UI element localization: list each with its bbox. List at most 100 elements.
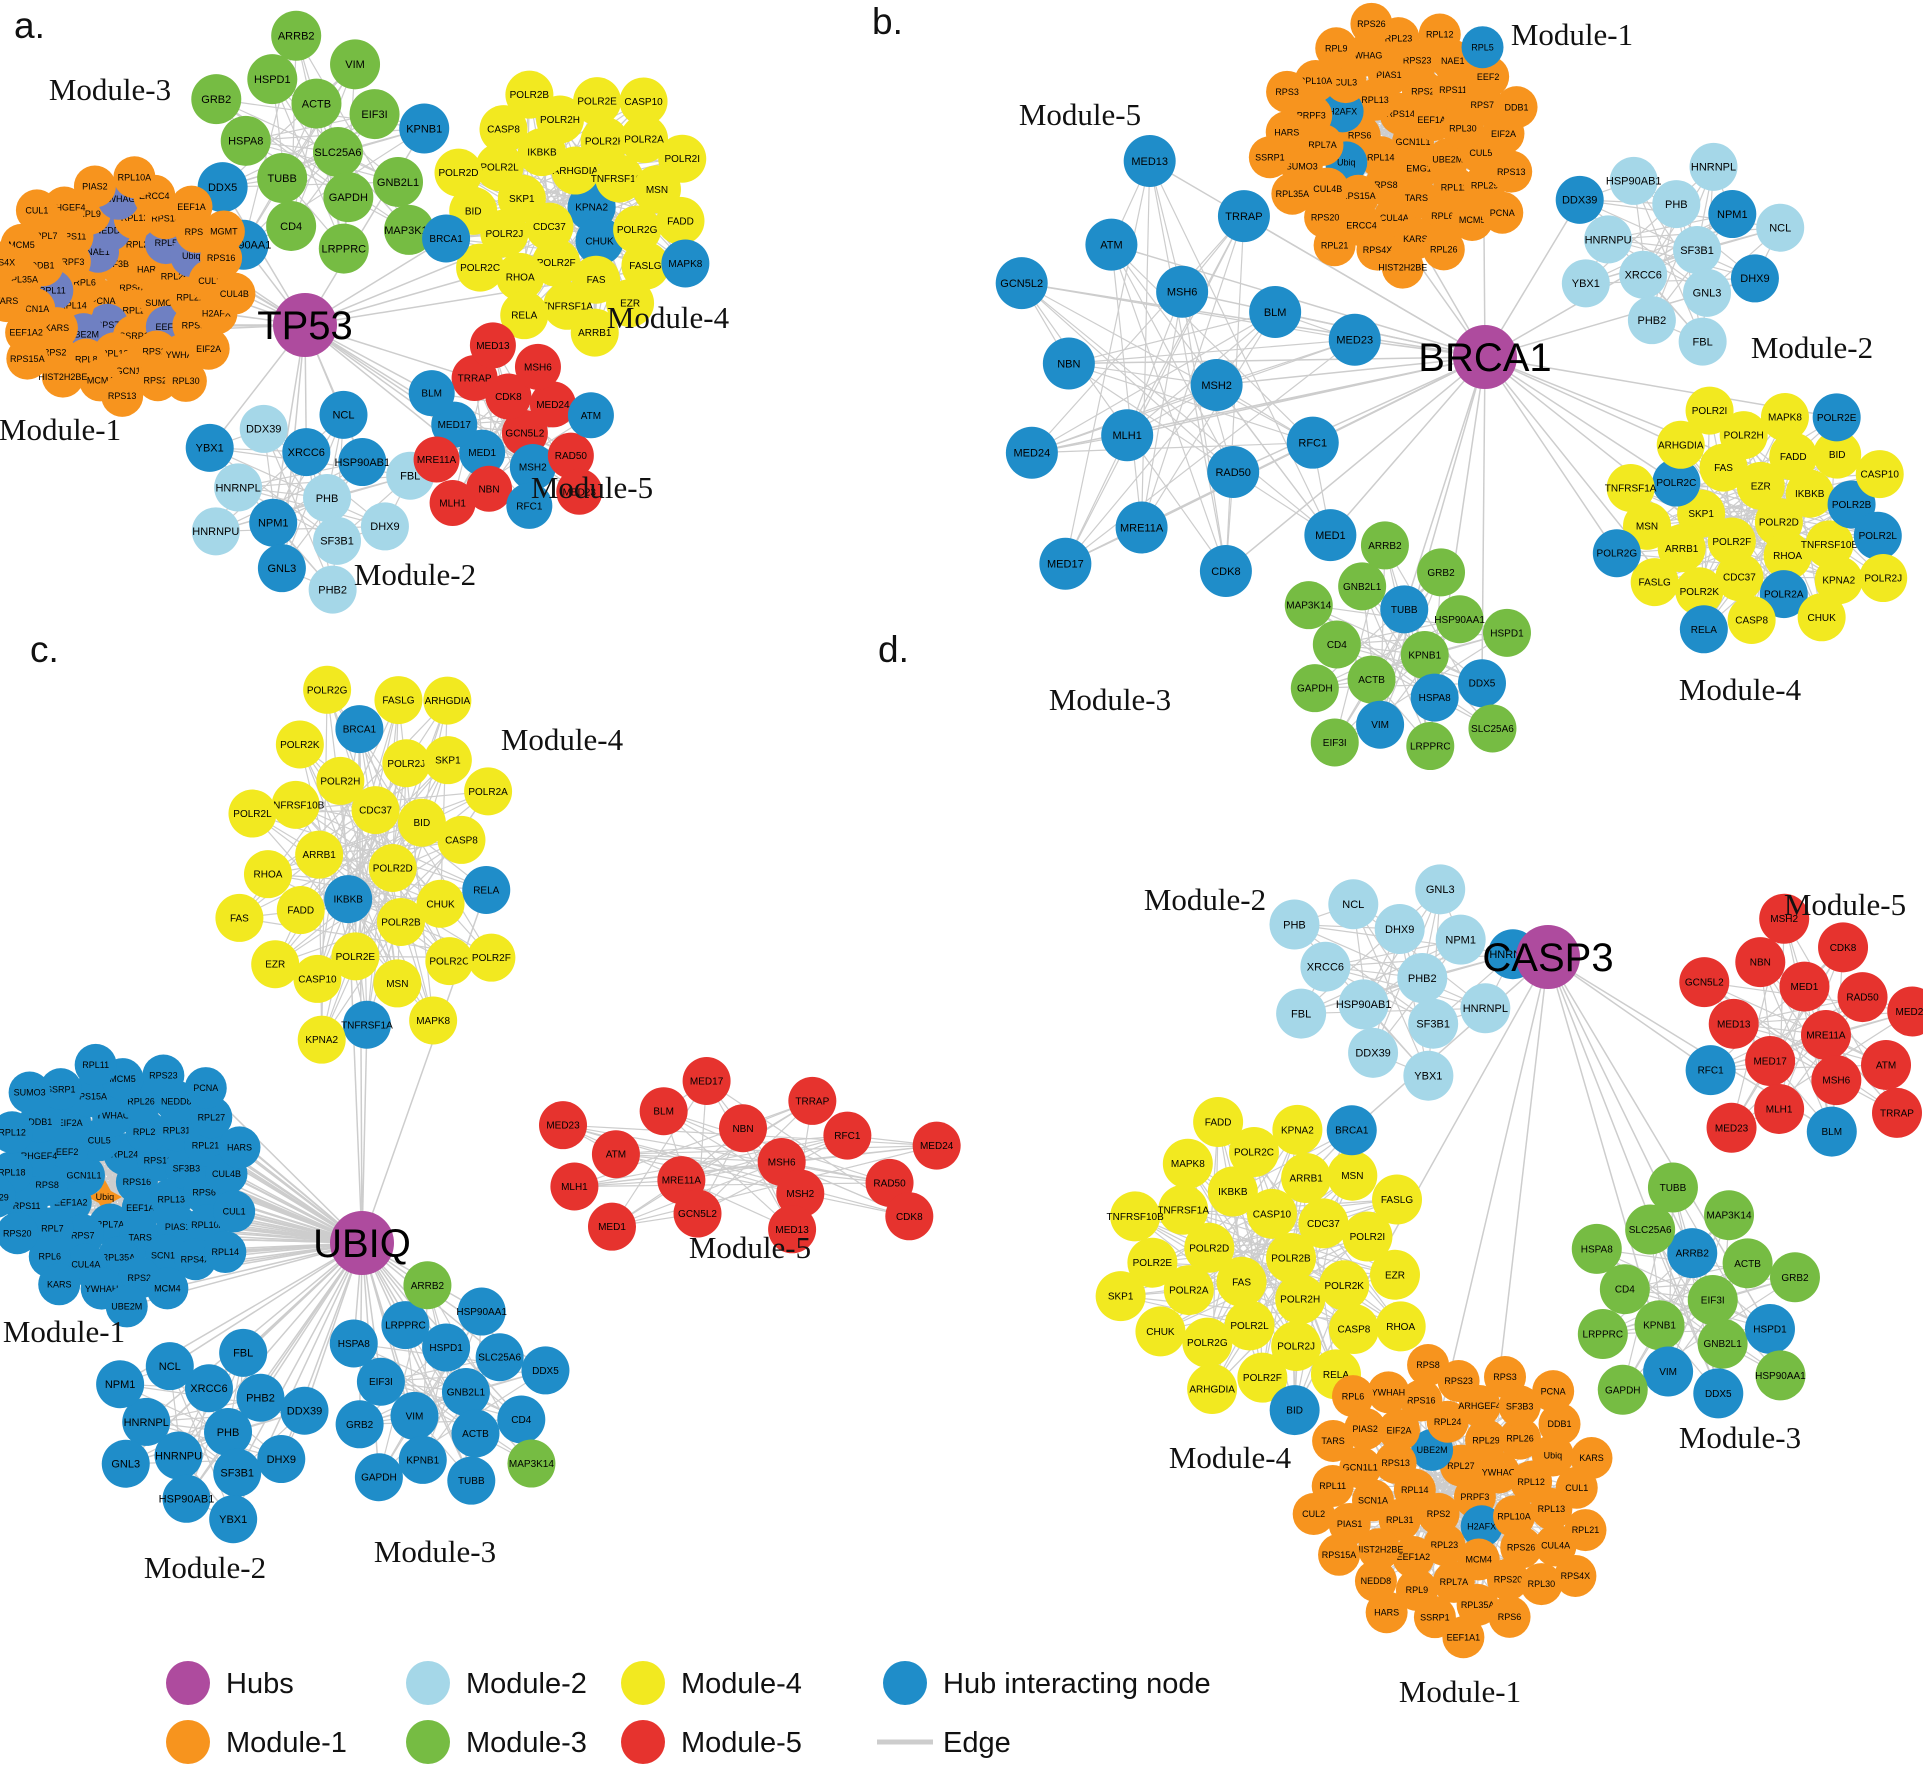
node-CD4[interactable]: CD4 [497, 1395, 546, 1444]
node-DHX9[interactable]: DHX9 [1374, 904, 1425, 955]
node-POLR2H[interactable]: POLR2H [1275, 1274, 1326, 1325]
node-MED17[interactable]: MED17 [1039, 537, 1092, 590]
node-SLC25A6[interactable]: SLC25A6 [312, 127, 363, 177]
node-BID[interactable]: BID [1269, 1385, 1320, 1436]
node-MED17[interactable]: MED17 [1745, 1036, 1796, 1087]
node-RPS13[interactable]: RPS13 [1490, 150, 1533, 193]
node-POLR2A[interactable]: POLR2A [464, 767, 513, 816]
node-DDB1[interactable]: DDB1 [1495, 86, 1538, 129]
node-EIF3I[interactable]: EIF3I [1310, 718, 1359, 767]
node-TARS[interactable]: TARS [0, 280, 28, 323]
node-RPL26[interactable]: RPL26 [1498, 1417, 1541, 1460]
node-TARS[interactable]: TARS [1312, 1419, 1355, 1462]
node-GRB2[interactable]: GRB2 [335, 1400, 384, 1449]
node-KPNA2[interactable]: KPNA2 [1814, 556, 1863, 605]
node-ARRB2[interactable]: ARRB2 [403, 1261, 452, 1310]
node-RPS23[interactable]: RPS23 [142, 1054, 185, 1097]
node-NBN[interactable]: NBN [1735, 937, 1786, 988]
node-POLR2G[interactable]: POLR2G [1592, 529, 1641, 578]
node-LRPPRC[interactable]: LRPPRC [381, 1301, 430, 1350]
node-MSH6[interactable]: MSH6 [514, 343, 561, 390]
node-EIF3I[interactable]: EIF3I [1687, 1275, 1738, 1325]
node-MED13[interactable]: MED13 [1708, 998, 1759, 1049]
node-RPS3[interactable]: RPS3 [1266, 70, 1309, 113]
node-RHOA[interactable]: RHOA [1763, 531, 1812, 580]
node-SF3B1[interactable]: SF3B1 [213, 1448, 262, 1497]
node-MAP3K14[interactable]: MAP3K14 [1704, 1190, 1755, 1241]
node-KPNB1[interactable]: KPNB1 [1400, 631, 1449, 679]
node-RPS26[interactable]: RPS26 [1500, 1526, 1543, 1569]
node-EZR[interactable]: EZR [1369, 1249, 1420, 1300]
node-MSH2[interactable]: MSH2 [1759, 893, 1810, 944]
node-GAPDH[interactable]: GAPDH [1290, 664, 1339, 713]
node-H2AFX[interactable]: H2AFX [1460, 1505, 1503, 1548]
node-HNRNPU[interactable]: HNRNPU [191, 507, 240, 556]
node-DDX5[interactable]: DDX5 [1457, 659, 1506, 708]
node-RPS16[interactable]: RPS16 [1400, 1379, 1443, 1422]
node-EZR[interactable]: EZR [1736, 461, 1785, 510]
node-POLR2H[interactable]: POLR2H [1719, 411, 1768, 460]
node-IKBKB[interactable]: IKBKB [1785, 469, 1834, 518]
node-POLR2C[interactable]: POLR2C [425, 937, 474, 986]
node-BID[interactable]: BID [397, 798, 446, 847]
node-RFC1[interactable]: RFC1 [823, 1111, 872, 1160]
node-TRRAP[interactable]: TRRAP [1872, 1087, 1923, 1138]
node-NCL[interactable]: NCL [145, 1342, 194, 1391]
node-MAPK8[interactable]: MAPK8 [1760, 393, 1809, 442]
node-POLR2L[interactable]: POLR2L [1224, 1300, 1275, 1351]
node-NPM1[interactable]: NPM1 [96, 1360, 145, 1409]
node-PHB[interactable]: PHB [303, 474, 352, 522]
node-HNRNPL[interactable]: HNRNPL [1689, 142, 1738, 191]
node-ARRB1[interactable]: ARRB1 [1281, 1153, 1332, 1204]
node-FAS[interactable]: FAS [215, 893, 264, 942]
node-GCN5L2[interactable]: GCN5L2 [673, 1189, 722, 1238]
node-POLR2F[interactable]: POLR2F [467, 933, 516, 982]
node-MED13[interactable]: MED13 [1123, 135, 1176, 188]
node-TRRAP[interactable]: TRRAP [788, 1076, 837, 1125]
node-RAD50[interactable]: RAD50 [1837, 972, 1888, 1023]
node-FADD[interactable]: FADD [1769, 432, 1818, 481]
node-CHUK[interactable]: CHUK [1135, 1306, 1186, 1357]
node-CDC37[interactable]: CDC37 [1298, 1198, 1349, 1249]
node-CASP10[interactable]: CASP10 [1855, 450, 1904, 499]
node-POLR2J[interactable]: POLR2J [382, 739, 431, 788]
node-PCNA[interactable]: PCNA [1481, 191, 1524, 234]
node-POLR2E[interactable]: POLR2E [1127, 1237, 1178, 1288]
node-TNFRSF1A[interactable]: TNFRSF1A [341, 1000, 393, 1049]
node-POLR2D[interactable]: POLR2D [1184, 1222, 1235, 1273]
node-YBX1[interactable]: YBX1 [1403, 1050, 1454, 1101]
node-LRPPRC[interactable]: LRPPRC [318, 223, 369, 274]
node-EEF1A2[interactable]: EEF1A2 [1392, 1536, 1435, 1579]
node-MSH6[interactable]: MSH6 [1811, 1055, 1862, 1106]
node-SKP1[interactable]: SKP1 [423, 736, 472, 785]
node-MED24[interactable]: MED24 [1887, 986, 1923, 1037]
node-ARRB1[interactable]: ARRB1 [570, 308, 619, 357]
node-RPS6[interactable]: RPS6 [1488, 1595, 1531, 1638]
node-ARRB2[interactable]: ARRB2 [1667, 1228, 1718, 1279]
hub-node-TP53[interactable]: TP53 [257, 293, 353, 357]
node-RHOA[interactable]: RHOA [496, 252, 545, 301]
node-GNB2L1[interactable]: GNB2L1 [1697, 1318, 1748, 1369]
node-BRCA1[interactable]: BRCA1 [1326, 1105, 1377, 1156]
node-POLR2E[interactable]: POLR2E [331, 932, 380, 981]
node-MSH2[interactable]: MSH2 [1190, 359, 1243, 411]
node-DDX5[interactable]: DDX5 [521, 1346, 570, 1395]
node-CASP10[interactable]: CASP10 [619, 77, 668, 126]
node-CDC37[interactable]: CDC37 [1715, 553, 1764, 602]
node-POLR2J[interactable]: POLR2J [1271, 1321, 1322, 1372]
node-CASP8[interactable]: CASP8 [1328, 1304, 1379, 1355]
node-FADD[interactable]: FADD [656, 196, 705, 245]
node-YWHAH[interactable]: YWHAH [1367, 1371, 1410, 1414]
node-DDX5[interactable]: DDX5 [1693, 1368, 1744, 1419]
node-RPL26[interactable]: RPL26 [1422, 228, 1465, 271]
node-FADD[interactable]: FADD [1193, 1096, 1244, 1147]
node-TNFRSF10B[interactable]: TNFRSF10B [591, 154, 649, 203]
node-PHB2[interactable]: PHB2 [308, 565, 357, 614]
node-DDX39[interactable]: DDX39 [1348, 1027, 1399, 1078]
node-MSN[interactable]: MSN [373, 959, 422, 1008]
node-CASP8[interactable]: CASP8 [1727, 595, 1776, 644]
node-XRCC6[interactable]: XRCC6 [184, 1364, 233, 1413]
node-POLR2C[interactable]: POLR2C [456, 243, 505, 292]
node-HSP90AA1[interactable]: HSP90AA1 [456, 1287, 507, 1336]
node-SLC25A6[interactable]: SLC25A6 [1468, 704, 1517, 753]
